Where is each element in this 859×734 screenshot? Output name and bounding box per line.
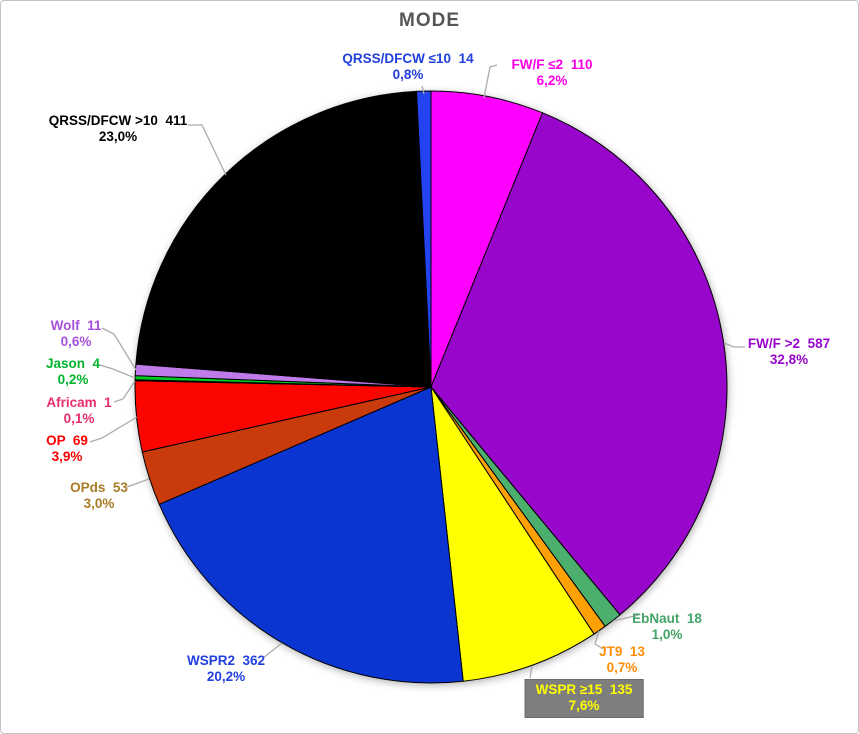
slice-label-value: 14 bbox=[458, 51, 474, 66]
slice-label-value: 69 bbox=[72, 433, 88, 448]
chart-title: MODE bbox=[399, 10, 460, 31]
slice-label-name: FW/F ≤2 bbox=[511, 57, 564, 72]
slice-label-pct: 1,0% bbox=[651, 627, 683, 642]
pie-slice-wspr2[interactable] bbox=[158, 386, 464, 684]
leader-line-opds bbox=[126, 478, 150, 488]
slice-label-line1: WSPR2 362 bbox=[187, 653, 265, 669]
slice-label-value: 110 bbox=[570, 57, 593, 72]
leader-line-jason bbox=[99, 364, 136, 379]
slice-label-line1: FW/F ≤2 110 bbox=[512, 57, 593, 73]
slice-label-pct: 0,2% bbox=[57, 372, 89, 387]
slice-label-name: Wolf bbox=[50, 318, 80, 333]
slice-label-name: QRSS/DFCW ≤10 bbox=[342, 51, 452, 66]
slice-label-pct: 6,2% bbox=[536, 73, 568, 88]
slice-label-opds: OPds 53 3,0% bbox=[70, 480, 128, 512]
leader-line-op bbox=[89, 416, 138, 443]
slice-label-value: 587 bbox=[807, 336, 831, 351]
slice-label-line1: Wolf 11 bbox=[51, 318, 102, 334]
slice-label-jt9: JT9 13 0,7% bbox=[599, 644, 645, 676]
slice-label-pct: 0,6% bbox=[60, 334, 92, 349]
slice-label-wspr_ge15: WSPR ≥15 135 7,6% bbox=[524, 679, 644, 718]
pie-slice-fwf_gt2[interactable] bbox=[430, 112, 728, 616]
slice-label-value: 13 bbox=[629, 644, 645, 659]
slice-label-name: WSPR ≥15 bbox=[535, 682, 603, 697]
slice-label-name: EbNaut bbox=[632, 611, 680, 626]
slice-label-pct: 32,8% bbox=[769, 352, 809, 367]
slice-label-value: 1 bbox=[104, 395, 112, 410]
leader-line-fwf_gt2 bbox=[723, 342, 745, 348]
slice-label-line1: FW/F >2 587 bbox=[748, 336, 830, 352]
pie-slice-qrss_gt10[interactable] bbox=[135, 90, 432, 388]
slice-label-name: OPds bbox=[70, 480, 106, 495]
leader-line-wolf bbox=[101, 327, 137, 371]
slice-label-name: JT9 bbox=[599, 644, 623, 659]
slice-label-op: OP 69 3,9% bbox=[46, 433, 88, 465]
slice-label-name: Jason bbox=[45, 356, 85, 371]
slice-label-pct: 0,1% bbox=[63, 411, 95, 426]
slice-label-africam: Africam 1 0,1% bbox=[46, 395, 111, 427]
slice-label-qrss_le10: QRSS/DFCW ≤10 14 0,8% bbox=[342, 51, 473, 83]
slice-label-wolf: Wolf 11 0,6% bbox=[51, 318, 102, 350]
pie-slice-wspr_ge15[interactable] bbox=[430, 386, 595, 682]
slice-label-value: 53 bbox=[112, 480, 128, 495]
slice-label-line1: JT9 13 bbox=[599, 644, 645, 660]
slice-label-pct: 3,0% bbox=[83, 496, 115, 511]
slice-label-value: 18 bbox=[686, 611, 702, 626]
slice-label-pct: 7,6% bbox=[568, 698, 600, 713]
slice-label-value: 11 bbox=[87, 318, 102, 333]
leader-line-wspr_ge15 bbox=[529, 665, 533, 679]
slice-label-pct: 23,0% bbox=[98, 129, 138, 144]
slice-label-name: WSPR2 bbox=[186, 653, 235, 668]
slice-label-qrss_gt10: QRSS/DFCW >10 411 23,0% bbox=[49, 113, 187, 145]
leader-line-africam bbox=[113, 380, 136, 403]
slice-label-jason: Jason 4 0,2% bbox=[46, 356, 100, 388]
leader-line-fwf_le2 bbox=[483, 64, 498, 99]
slice-label-pct: 20,2% bbox=[206, 669, 246, 684]
slice-label-line1: OPds 53 bbox=[70, 480, 128, 496]
slice-label-value: 135 bbox=[609, 682, 633, 697]
slice-label-fwf_gt2: FW/F >2 587 32,8% bbox=[748, 336, 830, 368]
slice-label-line1: WSPR ≥15 135 bbox=[536, 682, 633, 698]
leader-line-wspr2 bbox=[262, 642, 283, 659]
slice-label-pct: 3,9% bbox=[51, 449, 83, 464]
slice-label-name: Africam bbox=[46, 395, 97, 410]
slice-label-value: 362 bbox=[242, 653, 266, 668]
slice-label-line1: Africam 1 bbox=[46, 395, 111, 411]
leader-line-jt9 bbox=[594, 630, 604, 650]
leader-line-qrss_le10 bbox=[421, 85, 425, 95]
slice-label-name: QRSS/DFCW >10 bbox=[48, 113, 158, 128]
leader-line-ebnaut bbox=[612, 614, 640, 622]
slice-label-name: FW/F >2 bbox=[747, 336, 801, 351]
slice-label-line1: Jason 4 bbox=[46, 356, 100, 372]
slice-label-line1: EbNaut 18 bbox=[632, 611, 702, 627]
slice-label-value: 411 bbox=[165, 113, 188, 128]
leader-line-qrss_gt10 bbox=[188, 124, 227, 176]
slice-label-ebnaut: EbNaut 18 1,0% bbox=[632, 611, 702, 643]
slice-label-line1: OP 69 bbox=[46, 433, 88, 449]
slice-label-wspr2: WSPR2 362 20,2% bbox=[187, 653, 265, 685]
slice-label-name: OP bbox=[46, 433, 66, 448]
slice-label-value: 4 bbox=[92, 356, 101, 371]
slice-label-fwf_le2: FW/F ≤2 110 6,2% bbox=[512, 57, 593, 89]
slice-label-line1: QRSS/DFCW >10 411 bbox=[49, 113, 187, 129]
slice-label-line1: QRSS/DFCW ≤10 14 bbox=[342, 51, 473, 67]
slice-label-pct: 0,8% bbox=[392, 67, 424, 82]
slice-label-pct: 0,7% bbox=[606, 660, 638, 675]
